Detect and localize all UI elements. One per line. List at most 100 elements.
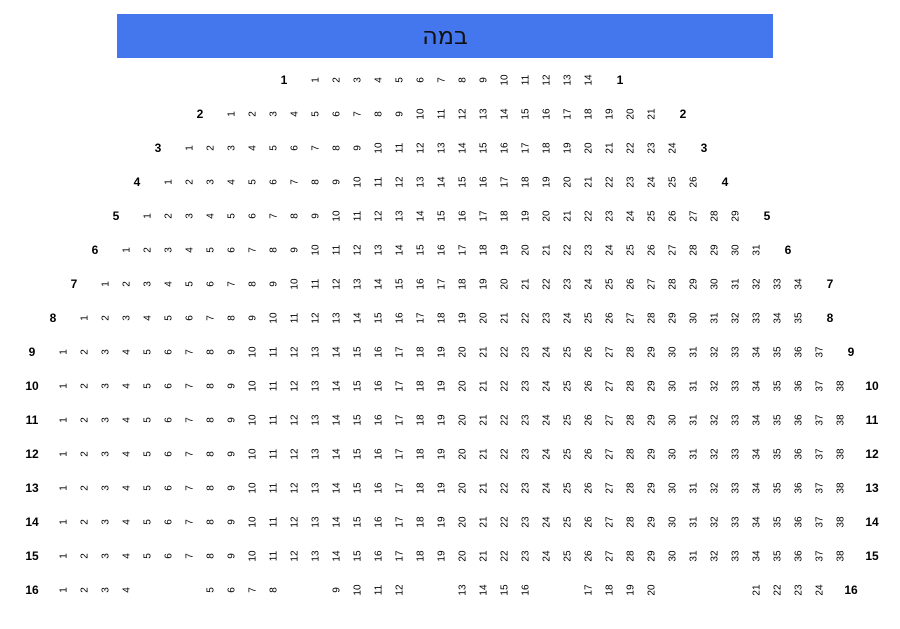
seat[interactable]: 12 <box>289 346 301 358</box>
seat[interactable]: 9 <box>226 417 238 423</box>
seat[interactable]: 16 <box>373 516 385 528</box>
seat[interactable]: 35 <box>772 346 784 358</box>
seat[interactable]: 12 <box>289 380 301 392</box>
seat[interactable]: 2 <box>163 213 175 219</box>
seat[interactable]: 20 <box>457 380 469 392</box>
seat[interactable]: 26 <box>688 176 700 188</box>
seat[interactable]: 22 <box>625 142 637 154</box>
seat[interactable]: 13 <box>331 312 343 324</box>
seat[interactable]: 5 <box>142 417 154 423</box>
seat[interactable]: 2 <box>79 383 91 389</box>
seat[interactable]: 13 <box>310 550 322 562</box>
seat[interactable]: 21 <box>751 584 763 596</box>
seat[interactable]: 20 <box>583 142 595 154</box>
seat[interactable]: 29 <box>646 550 658 562</box>
seat[interactable]: 29 <box>688 278 700 290</box>
seat[interactable]: 19 <box>478 278 490 290</box>
seat[interactable]: 7 <box>205 315 217 321</box>
seat[interactable]: 11 <box>268 550 280 562</box>
seat[interactable]: 8 <box>205 383 217 389</box>
seat[interactable]: 11 <box>268 482 280 494</box>
seat[interactable]: 20 <box>520 244 532 256</box>
seat[interactable]: 21 <box>478 550 490 562</box>
seat[interactable]: 24 <box>562 312 574 324</box>
seat[interactable]: 23 <box>520 380 532 392</box>
seat[interactable]: 10 <box>499 74 511 86</box>
seat[interactable]: 19 <box>436 448 448 460</box>
seat[interactable]: 16 <box>373 380 385 392</box>
seat[interactable]: 22 <box>499 380 511 392</box>
seat[interactable]: 20 <box>478 312 490 324</box>
seat[interactable]: 8 <box>205 451 217 457</box>
seat[interactable]: 36 <box>793 550 805 562</box>
seat[interactable]: 11 <box>331 244 343 256</box>
seat[interactable]: 17 <box>436 278 448 290</box>
seat[interactable]: 28 <box>667 278 679 290</box>
seat[interactable]: 5 <box>142 349 154 355</box>
seat[interactable]: 33 <box>730 346 742 358</box>
seat[interactable]: 14 <box>331 380 343 392</box>
seat[interactable]: 5 <box>226 213 238 219</box>
seat[interactable]: 22 <box>772 584 784 596</box>
seat[interactable]: 26 <box>583 448 595 460</box>
seat[interactable]: 10 <box>352 176 364 188</box>
seat[interactable]: 34 <box>751 380 763 392</box>
seat[interactable]: 12 <box>289 448 301 460</box>
seat[interactable]: 6 <box>163 383 175 389</box>
seat[interactable]: 7 <box>310 145 322 151</box>
seat[interactable]: 13 <box>394 210 406 222</box>
seat[interactable]: 6 <box>163 519 175 525</box>
seat[interactable]: 4 <box>121 383 133 389</box>
seat[interactable]: 21 <box>541 244 553 256</box>
seat[interactable]: 32 <box>709 448 721 460</box>
seat[interactable]: 30 <box>667 482 679 494</box>
seat[interactable]: 6 <box>205 281 217 287</box>
seat[interactable]: 25 <box>562 414 574 426</box>
seat[interactable]: 3 <box>100 519 112 525</box>
seat[interactable]: 32 <box>709 550 721 562</box>
seat[interactable]: 7 <box>352 111 364 117</box>
seat[interactable]: 25 <box>562 380 574 392</box>
seat[interactable]: 3 <box>100 485 112 491</box>
seat[interactable]: 37 <box>814 516 826 528</box>
seat[interactable]: 31 <box>688 550 700 562</box>
seat[interactable]: 22 <box>499 482 511 494</box>
seat[interactable]: 30 <box>667 516 679 528</box>
seat[interactable]: 26 <box>667 210 679 222</box>
seat[interactable]: 23 <box>520 414 532 426</box>
seat[interactable]: 17 <box>415 312 427 324</box>
seat[interactable]: 7 <box>184 349 196 355</box>
seat[interactable]: 16 <box>499 142 511 154</box>
seat[interactable]: 22 <box>520 312 532 324</box>
seat[interactable]: 3 <box>100 417 112 423</box>
seat[interactable]: 21 <box>478 380 490 392</box>
seat[interactable]: 23 <box>520 516 532 528</box>
seat[interactable]: 26 <box>604 312 616 324</box>
seat[interactable]: 18 <box>604 584 616 596</box>
seat[interactable]: 10 <box>373 142 385 154</box>
seat[interactable]: 8 <box>226 315 238 321</box>
seat[interactable]: 15 <box>352 448 364 460</box>
seat[interactable]: 8 <box>205 519 217 525</box>
seat[interactable]: 24 <box>583 278 595 290</box>
seat[interactable]: 18 <box>415 448 427 460</box>
seat[interactable]: 12 <box>289 414 301 426</box>
seat[interactable]: 4 <box>205 213 217 219</box>
seat[interactable]: 18 <box>583 108 595 120</box>
seat[interactable]: 27 <box>604 448 616 460</box>
seat[interactable]: 14 <box>457 142 469 154</box>
seat[interactable]: 33 <box>730 380 742 392</box>
seat[interactable]: 25 <box>562 516 574 528</box>
seat[interactable]: 1 <box>58 553 70 559</box>
seat[interactable]: 26 <box>583 516 595 528</box>
seat[interactable]: 2 <box>142 247 154 253</box>
seat[interactable]: 18 <box>415 380 427 392</box>
seat[interactable]: 29 <box>646 346 658 358</box>
seat[interactable]: 11 <box>352 210 364 222</box>
seat[interactable]: 2 <box>79 485 91 491</box>
seat[interactable]: 19 <box>436 516 448 528</box>
seat[interactable]: 18 <box>541 142 553 154</box>
seat[interactable]: 23 <box>520 346 532 358</box>
seat[interactable]: 7 <box>184 485 196 491</box>
seat[interactable]: 33 <box>730 482 742 494</box>
